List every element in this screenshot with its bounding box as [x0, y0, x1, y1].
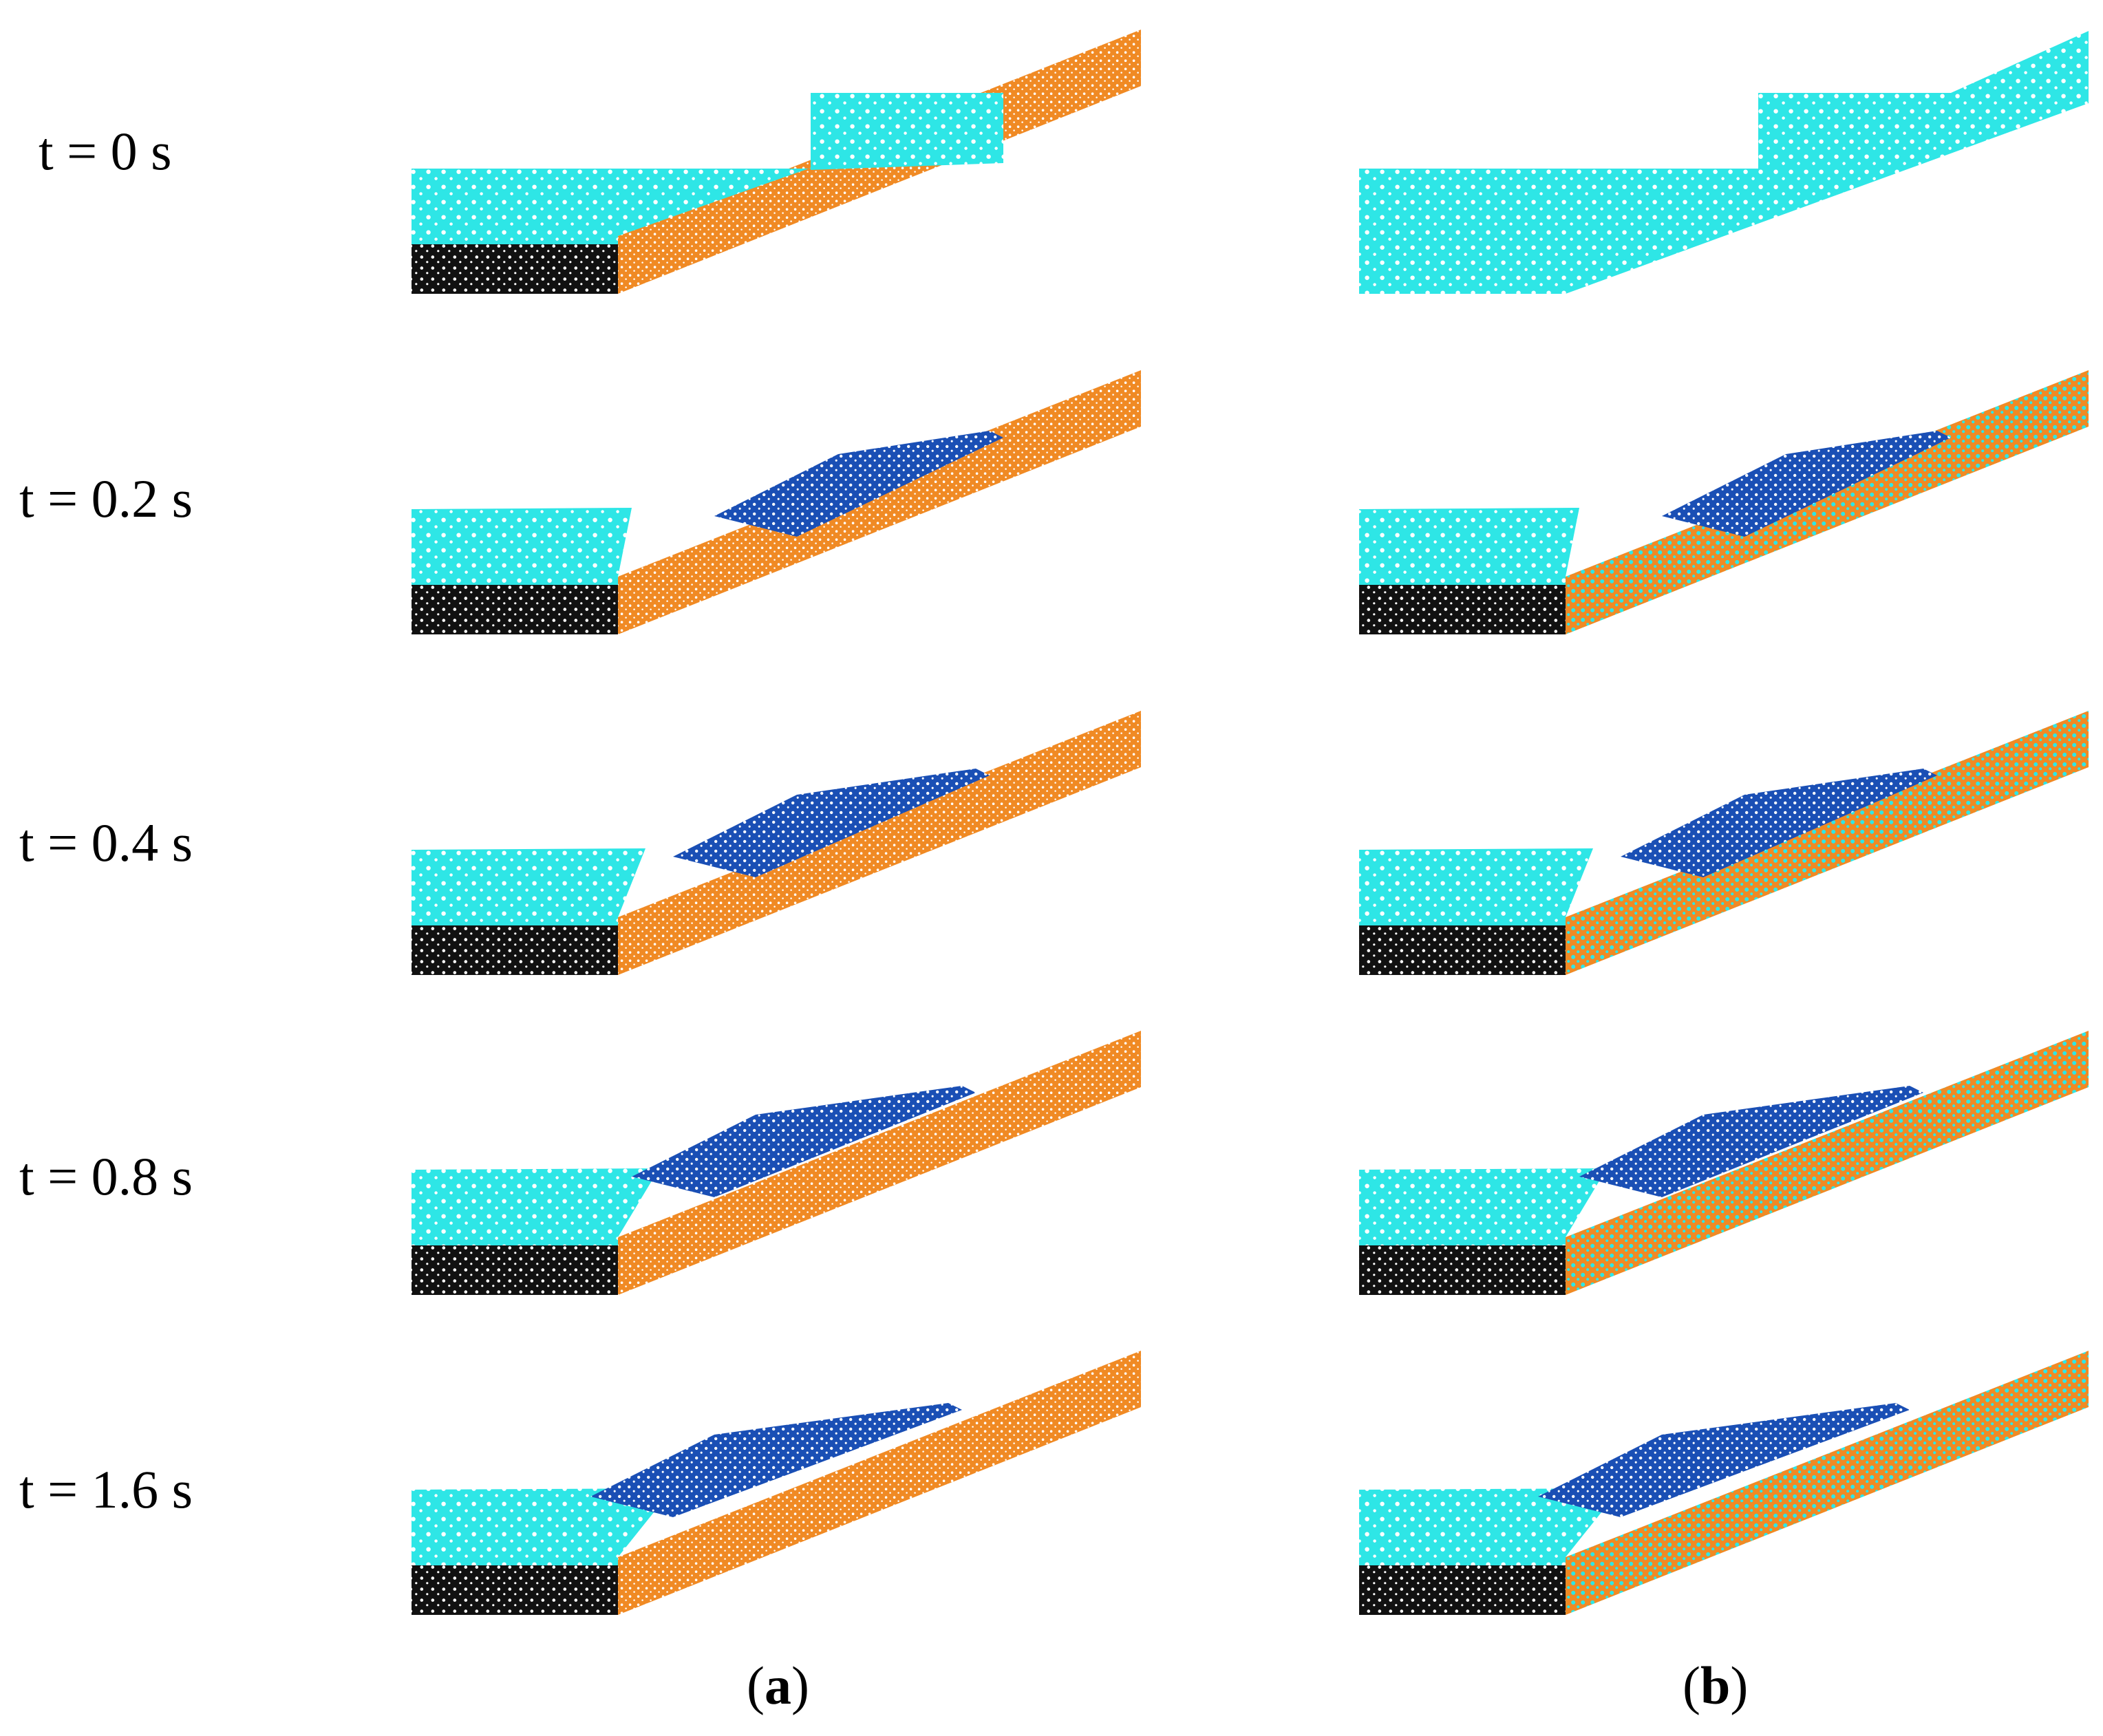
snapshot-b-0: [1359, 31, 2089, 294]
bed-b-4: [1359, 1565, 1566, 1615]
wave-a-3: [632, 1086, 976, 1197]
wave-b-4: [1538, 1403, 1910, 1517]
panel-label-b-suffix: ): [1730, 1655, 1749, 1715]
panel-label-a: (a): [747, 1655, 809, 1717]
bed-a-1: [412, 585, 618, 634]
snapshot-a-1: [412, 370, 1141, 634]
snapshot-b-3: [1359, 1031, 2089, 1295]
water-a-2: [412, 848, 645, 925]
slope-a-4: [618, 1351, 1141, 1615]
time-label-0: t = 0 s: [39, 121, 172, 181]
panel-label-a-suffix: ): [791, 1655, 809, 1715]
panel-label-a-letter: a: [764, 1655, 791, 1715]
wave-b-3: [1579, 1086, 1923, 1197]
bed-a-0: [412, 244, 618, 294]
snapshot-b-2: [1359, 711, 2089, 975]
water-a-3: [412, 1168, 659, 1245]
wave-a-4: [590, 1403, 962, 1517]
slope-b-1: [1566, 370, 2089, 634]
slope-b-3: [1566, 1031, 2089, 1295]
bed-b-1: [1359, 585, 1566, 634]
slope-a-3: [618, 1031, 1141, 1295]
panel-label-b: (b): [1683, 1655, 1748, 1717]
water-b-4: [1359, 1488, 1621, 1565]
snapshot-a-4: [412, 1351, 1141, 1615]
water-a-4: [412, 1488, 673, 1565]
bed-a-2: [412, 925, 618, 975]
slope-a-2: [618, 711, 1141, 975]
bed-a-3: [412, 1245, 618, 1295]
time-label-2: t = 0.4 s: [19, 813, 193, 872]
snapshot-a-0: [412, 30, 1141, 294]
wave-b-2: [1621, 769, 1937, 877]
reservoir-a-0: [811, 93, 1003, 170]
snapshot-a-3: [412, 1031, 1141, 1295]
water-b-3: [1359, 1168, 1607, 1245]
slope-a-1: [618, 370, 1141, 634]
slope-b-2: [1566, 711, 2089, 975]
water-b-2: [1359, 848, 1593, 925]
bed-a-4: [412, 1565, 618, 1615]
water-b-1: [1359, 508, 1579, 585]
panel-label-b-letter: b: [1700, 1655, 1731, 1715]
water-b-0: [1359, 31, 2089, 294]
water-a-1: [412, 508, 632, 585]
slope-b-4: [1566, 1351, 2089, 1615]
snapshot-a-2: [412, 711, 1141, 975]
snapshot-b-4: [1359, 1351, 2089, 1615]
panel-label-b-prefix: (: [1683, 1655, 1700, 1715]
time-label-1: t = 0.2 s: [19, 469, 193, 528]
wave-b-1: [1662, 431, 1951, 537]
wave-a-2: [673, 769, 990, 877]
bed-b-3: [1359, 1245, 1566, 1295]
water-a-0: [412, 168, 811, 244]
snapshot-b-1: [1359, 370, 2089, 634]
bed-b-2: [1359, 925, 1566, 975]
time-label-3: t = 0.8 s: [19, 1146, 193, 1206]
panel-label-a-prefix: (: [747, 1655, 765, 1715]
wave-a-1: [714, 431, 1003, 537]
time-label-4: t = 1.6 s: [19, 1459, 193, 1519]
